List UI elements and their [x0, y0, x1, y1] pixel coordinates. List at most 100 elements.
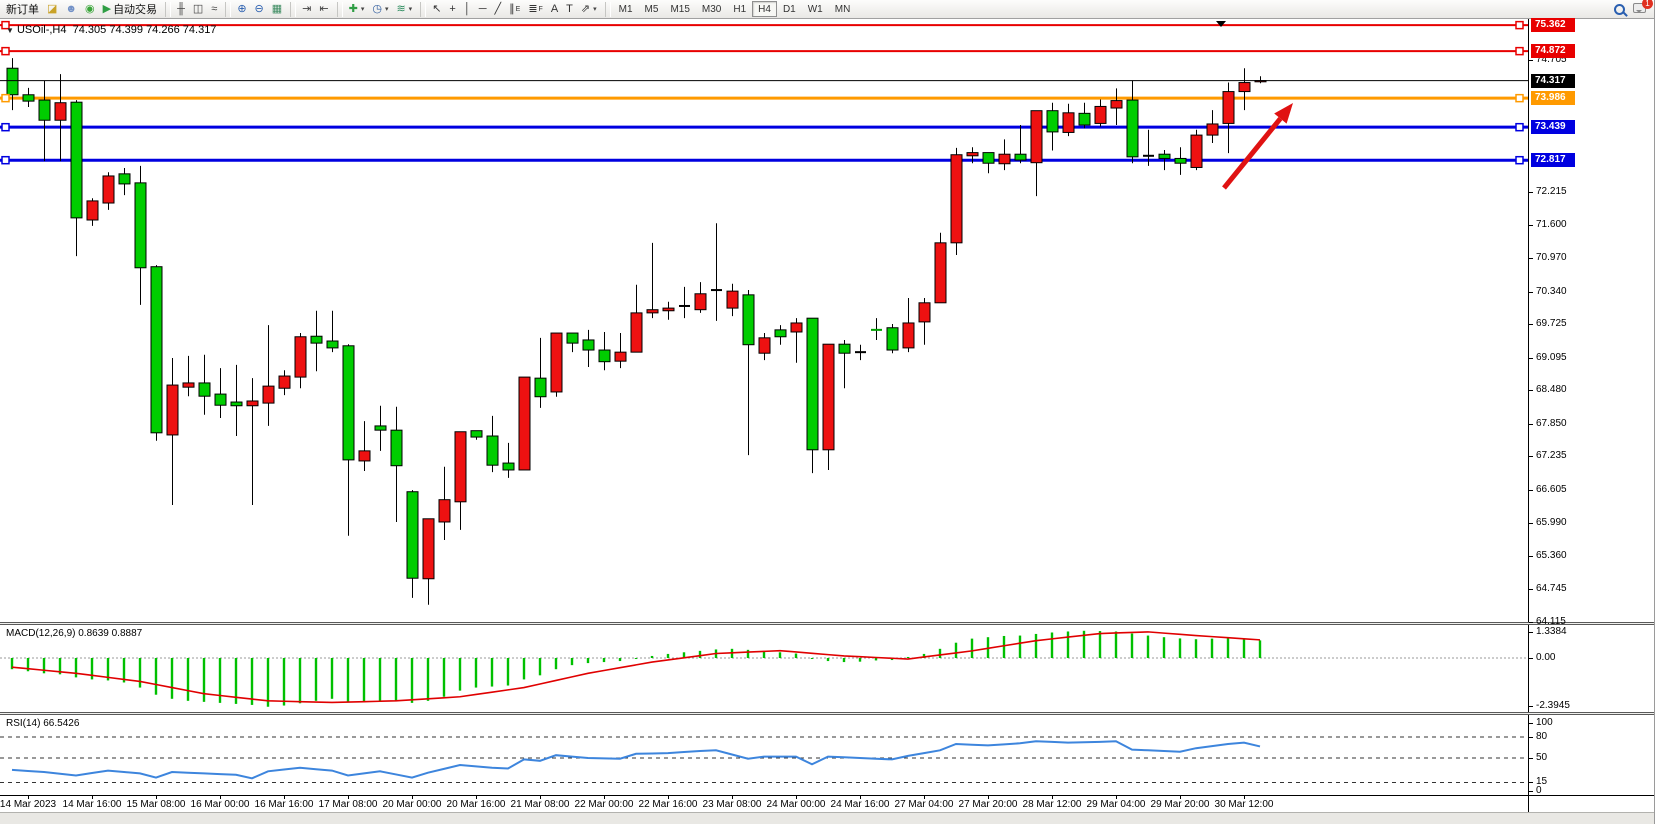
time-label[interactable]: 20 Mar 16:00 [446, 799, 506, 810]
price-chart-area[interactable]: ▼ USOil-,H4 74.305 74.399 74.266 74.317 [0, 19, 1528, 622]
time-label[interactable]: 16 Mar 16:00 [254, 799, 314, 810]
time-label[interactable]: 14 Mar 16:00 [62, 799, 122, 810]
candlestick-chart-icon[interactable]: ◫ [189, 1, 207, 18]
autotrade-button[interactable]: ▶ 自动交易 [99, 1, 161, 18]
crosshair-icon[interactable]: + [445, 1, 459, 18]
equidistant-channel-icon[interactable]: ∥ E [509, 2, 521, 15]
toolbar-separator [290, 1, 297, 17]
time-label[interactable]: 22 Mar 16:00 [638, 799, 698, 810]
rsi-panel[interactable]: RSI(14) 66.5426 [0, 715, 1528, 795]
macd-panel[interactable]: MACD(12,26,9) 0.8639 0.8887 [0, 625, 1528, 712]
trendline-icon[interactable]: ╱ [491, 1, 506, 18]
time-label[interactable]: 27 Mar 20:00 [958, 799, 1018, 810]
arrows-icon[interactable]: ⇗ ▾ [577, 1, 601, 18]
toolbar: 新订单 ◪ ☻ ◉ ▶ 自动交易 ╫ ◫ ≈ ⊕ ⊖ ▦ ⇥ ⇤ ✚ ▾ ◷ ▾ ≋ ▾ ↖ + │ ─ ╱ ∥ E ≣ F A T ⇗ ▾ M1… [0, 0, 1654, 19]
price-badge-73.986: 73.986 [1531, 91, 1575, 106]
timeframe-button-w1[interactable]: W1 [807, 4, 823, 15]
new-object-icon-dropdown[interactable]: ▾ [360, 6, 365, 13]
text-icon[interactable]: A [547, 1, 562, 18]
time-label[interactable]: 20 Mar 00:00 [382, 799, 442, 810]
candlestick-svg[interactable] [0, 19, 1528, 622]
time-label[interactable]: 24 Mar 16:00 [830, 799, 890, 810]
line-handle[interactable] [1, 155, 10, 165]
line-handle[interactable] [1, 93, 10, 103]
time-label[interactable]: 21 Mar 08:00 [510, 799, 570, 810]
bar-chart-icon[interactable]: ╫ [173, 1, 189, 18]
line-handle[interactable] [1, 46, 10, 56]
timeframe-button-mn[interactable]: MN [834, 4, 851, 15]
line-handle[interactable] [1515, 46, 1524, 56]
text-label-icon[interactable]: T [562, 1, 577, 18]
paint-bucket-icon[interactable]: ◪ [43, 1, 61, 18]
time-label[interactable]: 28 Mar 12:00 [1022, 799, 1082, 810]
time-label[interactable]: 16 Mar 00:00 [190, 799, 250, 810]
line-handle[interactable] [1515, 155, 1524, 165]
auto-scroll-icon[interactable]: ⇥ [298, 1, 315, 18]
candle-body [1046, 110, 1059, 133]
time-label[interactable]: 17 Mar 08:00 [318, 799, 378, 810]
notifications-button[interactable]: 1 [1633, 0, 1653, 16]
new-order-button[interactable]: 新订单 [2, 1, 43, 18]
vertical-line-icon[interactable]: │ [460, 1, 475, 18]
line-handle[interactable] [1515, 93, 1524, 103]
timeframe-button-d1[interactable]: D1 [782, 4, 796, 15]
time-tick [284, 796, 285, 799]
fibonacci-icon[interactable]: ≣ F [528, 2, 543, 15]
line-chart-icon[interactable]: ≈ [207, 1, 221, 18]
time-label[interactable]: 29 Mar 20:00 [1150, 799, 1210, 810]
periods-icon-dropdown[interactable]: ▾ [384, 6, 389, 13]
signal-icon[interactable]: ◉ [81, 1, 99, 18]
candle-body [630, 312, 643, 353]
panel-separator[interactable] [0, 712, 1654, 715]
symbol-menu-icon[interactable]: ▼ [6, 26, 14, 35]
timeframe-button-m5[interactable]: M5 [644, 4, 659, 15]
indicators-icon[interactable]: ≋ ▾ [392, 1, 416, 18]
line-handle[interactable] [1, 122, 10, 132]
timeframe-button-h1[interactable]: H1 [733, 4, 747, 15]
timeframe-button-m30[interactable]: M30 [701, 4, 722, 15]
chart-shift-marker[interactable] [1216, 21, 1226, 27]
zoom-out-icon[interactable]: ⊖ [251, 1, 268, 18]
zoom-in-icon: ⊕ [237, 2, 247, 15]
time-label[interactable]: 27 Mar 04:00 [894, 799, 954, 810]
price-axis[interactable]: 74.705 72.215 71.600 70.970 70.340 69.725 69.0… [1528, 18, 1654, 627]
candle-body [918, 302, 931, 323]
candle-body [934, 242, 947, 304]
trend-arrow-head[interactable] [1274, 103, 1293, 124]
panel-separator[interactable] [0, 622, 1654, 625]
time-label[interactable]: 24 Mar 00:00 [766, 799, 826, 810]
time-label[interactable]: 30 Mar 12:00 [1214, 799, 1274, 810]
zoom-in-icon[interactable]: ⊕ [233, 1, 250, 18]
macd-svg [0, 630, 1528, 707]
candle-body [342, 345, 355, 461]
line-handle[interactable] [1, 20, 10, 30]
timeframe-button-m15[interactable]: M15 [670, 4, 690, 15]
profile-icon[interactable]: ☻ [61, 1, 81, 18]
periods-icon[interactable]: ◷ ▾ [368, 1, 392, 18]
horizontal-line-icon[interactable]: ─ [475, 1, 491, 18]
candle-body [38, 99, 51, 121]
timeframe-button-h4[interactable]: H4 [752, 1, 777, 17]
time-axis[interactable]: 14 Mar 2023 14 Mar 16:00 15 Mar 08:00 16 Ma… [0, 795, 1528, 812]
cursor-icon[interactable]: ↖ [428, 1, 445, 18]
line-chart-icon: ≈ [211, 2, 218, 15]
time-label[interactable]: 29 Mar 04:00 [1086, 799, 1146, 810]
candle-body [470, 430, 483, 438]
candle-body [582, 339, 595, 351]
line-handle[interactable] [1515, 122, 1524, 132]
new-object-icon[interactable]: ✚ ▾ [345, 1, 369, 18]
line-handle[interactable] [1515, 20, 1524, 30]
trend-arrow-shaft[interactable] [1222, 116, 1283, 190]
time-label[interactable]: 15 Mar 08:00 [126, 799, 186, 810]
time-label[interactable]: 22 Mar 00:00 [574, 799, 634, 810]
indicators-icon-dropdown[interactable]: ▾ [408, 6, 413, 13]
timeframe-button-m1[interactable]: M1 [618, 4, 633, 15]
candle-body [1094, 105, 1107, 124]
arrows-icon-dropdown[interactable]: ▾ [593, 6, 597, 13]
profile-icon: ☻ [65, 2, 77, 15]
time-label[interactable]: 23 Mar 08:00 [702, 799, 762, 810]
search-icon[interactable] [1614, 3, 1625, 15]
tile-windows-icon[interactable]: ▦ [268, 1, 286, 18]
time-label[interactable]: 14 Mar 2023 [0, 799, 57, 810]
chart-shift-icon[interactable]: ⇤ [315, 1, 332, 18]
